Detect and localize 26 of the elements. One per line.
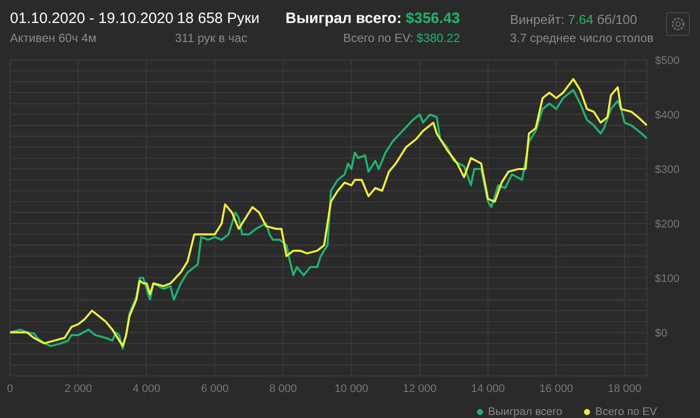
x-tick-label: 8 000 bbox=[269, 382, 297, 395]
x-tick-label: 12 000 bbox=[402, 382, 437, 395]
x-tick-label: 18 000 bbox=[608, 382, 642, 395]
x-tick-label: 2 000 bbox=[64, 382, 92, 395]
x-tick-label: 4 000 bbox=[132, 382, 160, 395]
y-tick-label: $500 bbox=[655, 54, 680, 67]
y-tick-label: $100 bbox=[655, 272, 680, 285]
x-tick-label: 0 bbox=[6, 382, 14, 395]
text: 3.7 среднее число столов bbox=[510, 31, 654, 45]
chart-subtitle: Активен 60ч 4м bbox=[10, 31, 96, 45]
text: 311 рук в час bbox=[175, 31, 248, 45]
text: Выиграл всего: $356.43 bbox=[286, 10, 460, 27]
chart-title: 01.10.2020 - 19.10.2020 bbox=[10, 10, 174, 27]
y-tick-label: $300 bbox=[655, 164, 680, 176]
y-tick-label: $200 bbox=[655, 218, 680, 230]
y-tick-label: $400 bbox=[655, 109, 680, 122]
x-tick-label: 14 000 bbox=[471, 382, 505, 395]
text: 18 658 Руки bbox=[177, 10, 260, 27]
legend-label: Всего по EV bbox=[594, 406, 657, 418]
x-tick-label: 6 000 bbox=[201, 382, 229, 395]
legend-label: Выиграл всего bbox=[486, 406, 562, 418]
text: Винрейт: 7.64 бб/100 bbox=[510, 12, 638, 27]
x-tick-label: 10 000 bbox=[334, 382, 368, 395]
y-tick-label: $0 bbox=[655, 327, 668, 340]
text: Всего по EV: $380.22 bbox=[343, 31, 460, 45]
x-tick-label: 16 000 bbox=[539, 382, 574, 395]
